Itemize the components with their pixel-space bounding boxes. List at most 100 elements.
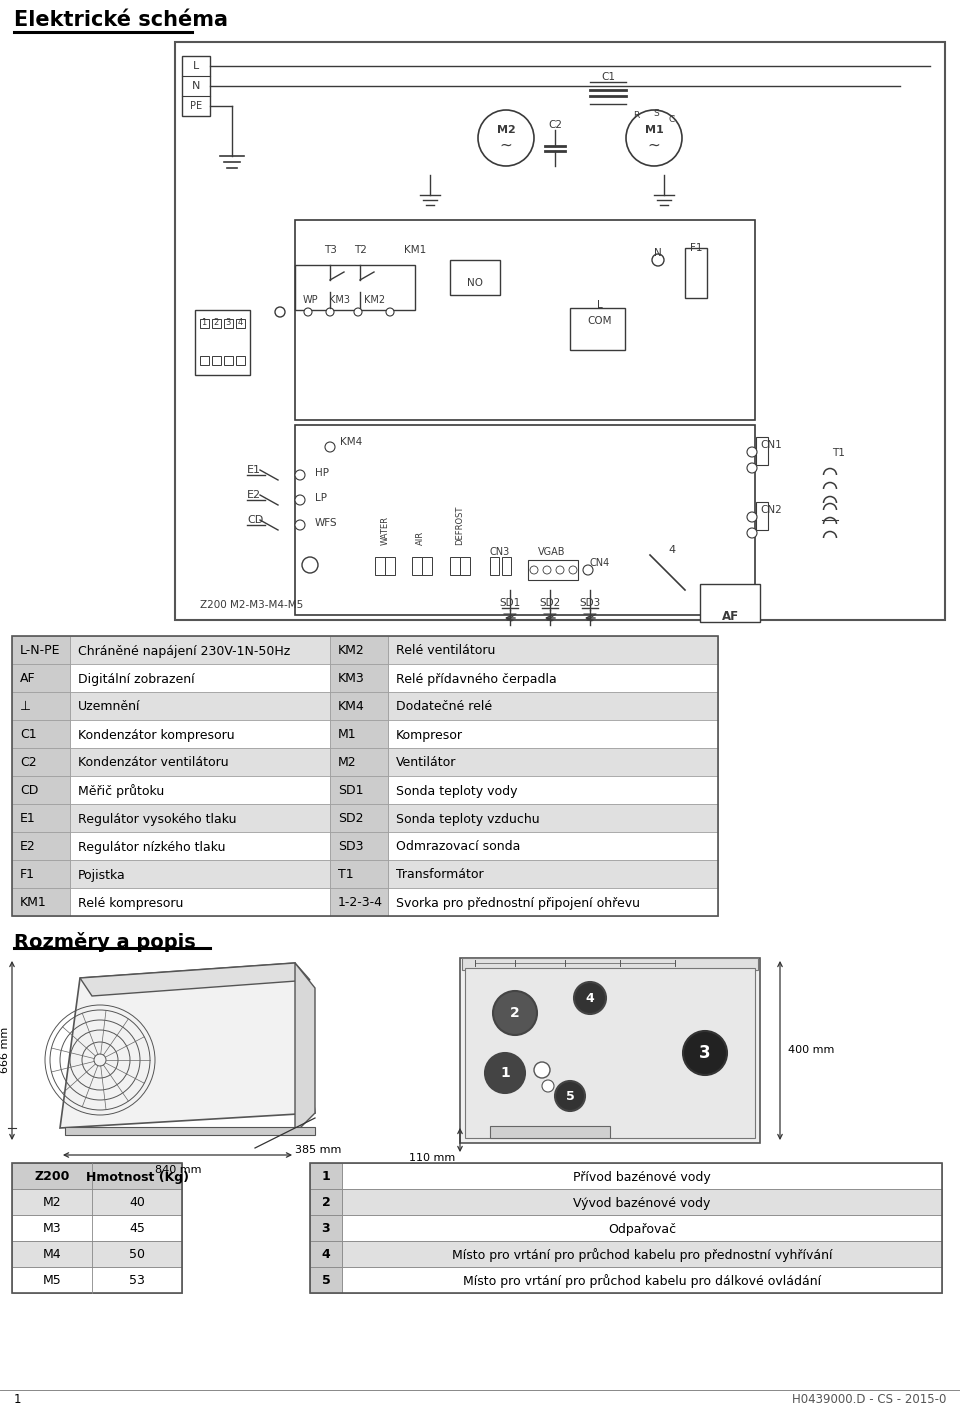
Text: Elektrické schéma: Elektrické schéma [14,10,228,29]
Circle shape [493,991,537,1035]
Bar [212,357,221,365]
Text: 400 mm: 400 mm [788,1045,834,1054]
Bar [330,664,388,692]
Bar [375,557,385,576]
Text: H0439000.D - CS - 2015-0: H0439000.D - CS - 2015-0 [792,1393,946,1404]
Text: NO: NO [467,278,483,288]
Bar [12,1163,182,1189]
Text: C1: C1 [601,72,615,81]
Text: 4: 4 [586,991,594,1004]
Text: KM2: KM2 [365,295,386,305]
Text: KM4: KM4 [338,701,365,713]
Text: C: C [669,115,675,125]
Bar [450,557,460,576]
Bar [310,1163,342,1189]
Text: 50: 50 [129,1248,145,1262]
Bar [182,56,210,117]
Bar [342,1241,942,1266]
Text: 1: 1 [14,1393,21,1404]
Text: 110 mm: 110 mm [409,1153,455,1163]
Bar [200,319,209,329]
Bar [450,260,500,295]
Text: SD3: SD3 [580,598,601,608]
Text: Digitální zobrazení: Digitální zobrazení [78,673,195,685]
Text: 5: 5 [565,1090,574,1102]
Text: CD: CD [20,785,38,797]
Circle shape [325,442,335,452]
Text: Z200 M2-M3-M4-M5: Z200 M2-M3-M4-M5 [200,600,303,609]
Text: 2: 2 [322,1196,330,1209]
Bar [195,310,250,375]
Text: SD3: SD3 [338,841,364,854]
Bar [685,249,707,298]
Bar [756,503,768,529]
Text: C2: C2 [20,757,36,769]
Text: Vývod bazénové vody: Vývod bazénové vody [573,1196,710,1209]
Bar [310,1189,342,1214]
Bar [12,1189,182,1214]
Bar [12,692,70,720]
Circle shape [542,1080,554,1092]
Text: CN1: CN1 [760,439,781,451]
Text: E2: E2 [20,841,36,854]
Bar [388,664,718,692]
Circle shape [304,307,312,316]
Bar [65,1127,315,1134]
Text: 3: 3 [699,1045,710,1061]
Bar [502,557,511,576]
Text: C1: C1 [20,729,36,741]
Text: 2: 2 [213,317,219,327]
Bar [70,804,330,833]
Text: DEFROST: DEFROST [455,505,465,545]
Text: Kondenzátor kompresoru: Kondenzátor kompresoru [78,729,234,741]
Circle shape [747,512,757,522]
Bar [12,1163,182,1293]
Text: Transformátor: Transformátor [396,869,484,882]
Bar [388,887,718,915]
Bar [212,319,221,329]
Bar [422,557,432,576]
Circle shape [574,981,606,1014]
Circle shape [683,1031,727,1075]
Circle shape [747,463,757,473]
Circle shape [569,566,577,574]
Bar [200,357,209,365]
Bar [70,664,330,692]
Circle shape [652,254,664,265]
Text: Relé přídavného čerpadla: Relé přídavného čerpadla [396,673,557,685]
Text: Chráněné napájení 230V-1N-50Hz: Chráněné napájení 230V-1N-50Hz [78,644,290,657]
Text: M1: M1 [644,125,663,135]
Circle shape [295,519,305,529]
Bar [236,357,245,365]
Text: T3: T3 [324,246,336,256]
Bar [342,1163,942,1189]
Text: N: N [192,81,201,91]
Text: Svorka pro přednostní připojení ohřevu: Svorka pro přednostní připojení ohřevu [396,897,640,910]
Text: L: L [597,300,603,310]
Text: 1-2-3-4: 1-2-3-4 [338,897,383,910]
Bar [12,887,70,915]
Bar [12,636,718,915]
Text: 3: 3 [226,317,230,327]
Text: 1: 1 [322,1171,330,1184]
Text: M3: M3 [42,1223,61,1236]
Bar [385,557,395,576]
Text: ⊥: ⊥ [20,701,31,713]
Text: 40: 40 [129,1196,145,1209]
Text: F1: F1 [20,869,35,882]
Bar [330,692,388,720]
Bar [330,636,388,664]
Polygon shape [295,963,315,1133]
Text: Místo pro vrtání pro průchod kabelu pro přednostní vyhřívání: Místo pro vrtání pro průchod kabelu pro … [452,1248,832,1262]
Bar [388,636,718,664]
Text: SD1: SD1 [499,598,520,608]
Bar [490,1126,610,1139]
Bar [295,425,755,615]
Text: M2: M2 [496,125,516,135]
Bar [12,664,70,692]
Bar [12,720,70,748]
Bar [412,557,422,576]
Bar [490,557,499,576]
Bar [388,804,718,833]
Bar [465,967,755,1139]
